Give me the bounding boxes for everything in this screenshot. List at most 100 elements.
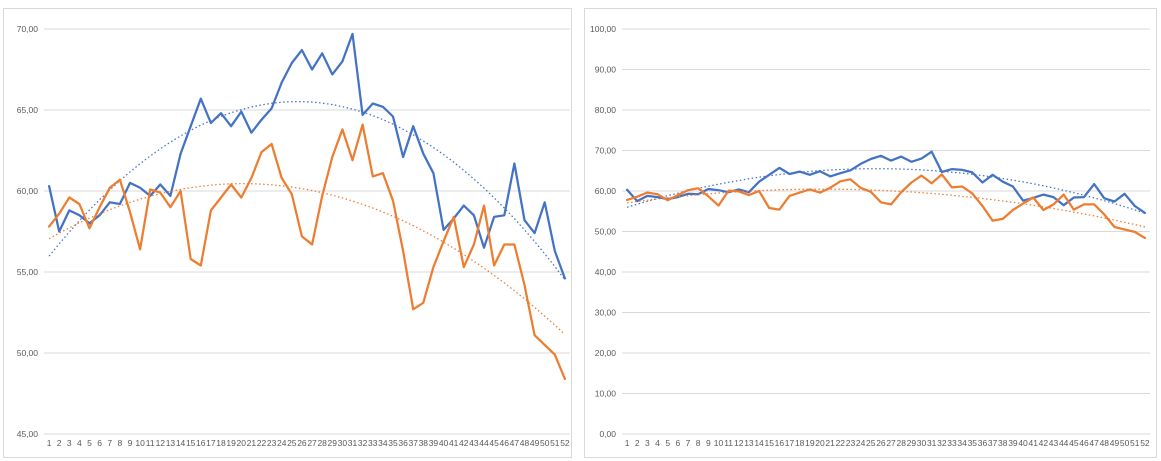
right-x-tick-label: 43 [1049,438,1059,448]
right-x-tick-label: 3 [645,438,650,448]
chart-panel-right: 0,00 10,00 20,00 30,00 40,00 50,00 60,00 70,00 8… [584,8,1157,458]
right-x-tick-label: 32 [937,438,947,448]
left-x-tick-label: 47 [510,438,520,448]
right-x-tick-label: 40 [1018,438,1028,448]
left-x-tick-label: 35 [388,438,398,448]
right-x-tick-label: 18 [795,438,805,448]
left-x-tick-label: 14 [176,438,186,448]
right-x-tick-label: 34 [957,438,967,448]
right-y-tick-label: 50,00 [595,227,617,237]
right-x-tick-label: 52 [1140,438,1150,448]
left-x-tick-label: 15 [186,438,196,448]
chart-panel-left: 45,00 50,00 55,00 60,00 65,00 70,00 1 2 3 4 5 6 7 8 9 1… [3,8,572,458]
right-y-tick-label: 0,00 [599,429,616,439]
right-x-tick-label: 11 [724,438,733,448]
right-x-tick-label: 1 [625,438,630,448]
left-x-tick-label: 33 [368,438,378,448]
left-x-tick-label: 22 [257,438,267,448]
left-x-tick-label: 20 [237,438,247,448]
left-x-tick-label: 32 [358,438,368,448]
right-x-tick-label: 33 [947,438,957,448]
left-x-tick-label: 52 [560,438,570,448]
left-x-tick-label: 42 [459,438,469,448]
right-x-tick-label: 7 [686,438,691,448]
right-x-tick-label: 30 [917,438,927,448]
left-x-tick-label: 10 [135,438,145,448]
left-x-tick-label: 46 [500,438,510,448]
left-x-tick-label: 48 [520,438,530,448]
right-y-tick-label: 20,00 [595,348,617,358]
right-x-tick-label: 25 [866,438,876,448]
right-x-tick-label: 21 [825,438,835,448]
right-x-tick-label: 2 [635,438,640,448]
left-x-tick-label: 2 [57,438,62,448]
right-x-tick-label: 4 [655,438,660,448]
left-x-tick-label: 34 [378,438,388,448]
left-series-2-line [47,123,567,381]
left-x-tick-label: 51 [550,438,560,448]
right-x-tick-label: 50 [1120,438,1130,448]
right-x-tick-label: 14 [754,438,764,448]
left-x-tick-label: 45 [489,438,499,448]
right-x-tick-label: 23 [846,438,856,448]
left-x-tick-label: 13 [166,438,176,448]
right-x-tick-label: 9 [706,438,711,448]
left-x-tick-label: 30 [338,438,348,448]
left-x-tick-label: 6 [97,438,102,448]
right-x-tick-label: 36 [978,438,988,448]
right-series-1-line [625,150,1147,215]
right-x-tick-label: 12 [734,438,744,448]
right-x-tick-label: 37 [988,438,998,448]
left-x-tick-label: 39 [429,438,439,448]
right-x-tick-label: 31 [927,438,937,448]
left-x-tick-label: 49 [530,438,540,448]
left-x-tick-label: 11 [146,438,155,448]
left-x-tick-label: 23 [267,438,277,448]
left-x-tick-label: 25 [287,438,297,448]
right-series-2-trendline [627,188,1146,228]
right-x-tick-label: 45 [1069,438,1079,448]
left-x-tick-label: 16 [196,438,206,448]
right-y-tick-label: 10,00 [595,389,617,399]
left-x-tick-label: 21 [247,438,257,448]
left-x-tick-label: 37 [408,438,418,448]
right-y-tick-label: 90,00 [595,65,617,75]
line-chart-right: 0,00 10,00 20,00 30,00 40,00 50,00 60,00 70,00 8… [590,24,1150,448]
right-x-tick-label: 47 [1089,438,1099,448]
right-x-tick-label: 51 [1130,438,1140,448]
left-x-tick-label: 29 [328,438,338,448]
right-y-tick-label: 40,00 [595,267,617,277]
left-series-1-line [47,32,567,280]
left-x-tick-label: 7 [107,438,112,448]
left-y-tick-label: 70,00 [17,24,39,34]
right-y-tick-label: 100,00 [590,24,616,34]
right-x-tick-label: 8 [696,438,701,448]
left-x-tick-label: 9 [128,438,133,448]
right-series-2-line [625,173,1147,240]
right-x-tick-label: 17 [785,438,795,448]
left-y-tick-label: 60,00 [17,186,39,196]
right-x-tick-label: 41 [1028,438,1038,448]
right-x-tick-label: 29 [907,438,917,448]
right-y-tick-label: 30,00 [595,308,617,318]
right-x-tick-label: 28 [896,438,906,448]
right-x-tick-label: 19 [805,438,815,448]
left-x-tick-label: 3 [67,438,72,448]
right-x-tick-label: 5 [665,438,670,448]
left-x-tick-label: 12 [156,438,166,448]
right-y-tick-label: 60,00 [595,186,617,196]
left-x-tick-label: 26 [297,438,307,448]
right-x-tick-label: 46 [1079,438,1089,448]
left-x-tick-label: 27 [307,438,317,448]
left-x-tick-label: 4 [77,438,82,448]
right-y-tick-label: 80,00 [595,105,617,115]
right-x-tick-label: 42 [1039,438,1049,448]
right-x-tick-label: 13 [744,438,754,448]
right-x-tick-label: 27 [886,438,896,448]
left-x-tick-label: 31 [348,438,358,448]
right-x-tick-label: 35 [968,438,978,448]
left-x-tick-label: 43 [469,438,479,448]
right-x-tick-label: 6 [675,438,680,448]
left-x-tick-label: 40 [439,438,449,448]
